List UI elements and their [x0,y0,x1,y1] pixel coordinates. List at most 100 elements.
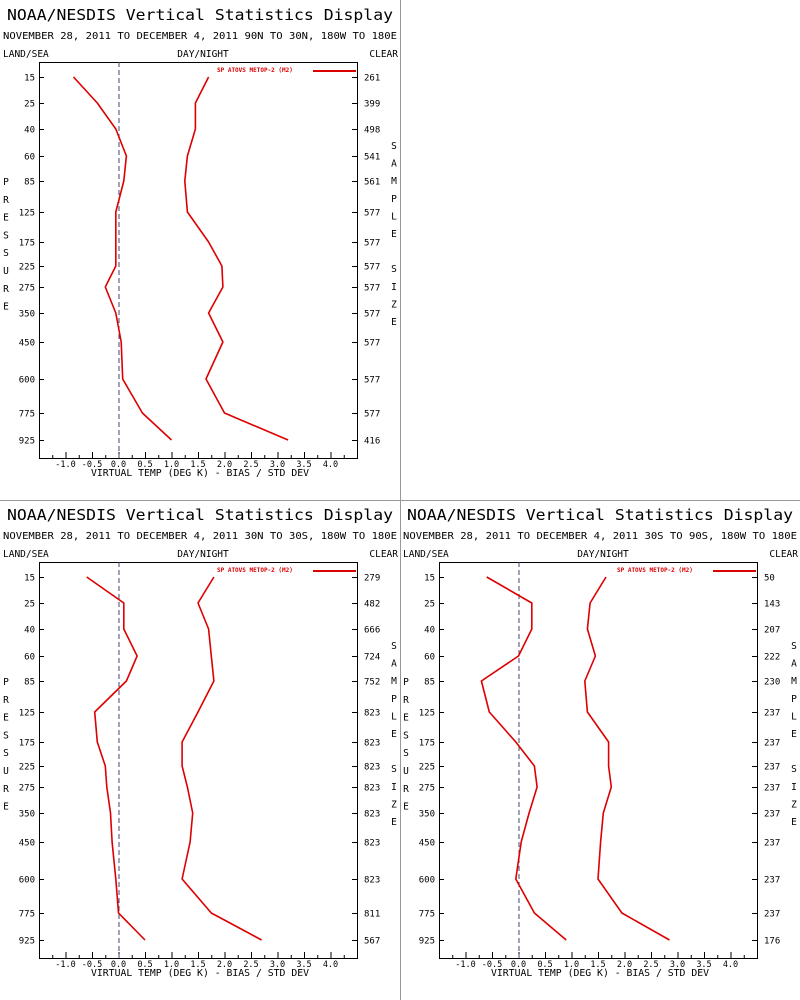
y2-axis-label-letter: E [391,817,397,828]
sample-size-label: 823 [364,739,380,749]
pressure-level-label: 175 [19,239,35,249]
pressure-level-label: 15 [24,574,35,584]
header-day-night: DAY/NIGHT [177,549,229,560]
pressure-level-label: 25 [424,600,435,610]
y-axis-label-letter: S [403,748,409,759]
sample-size-label: 823 [364,763,380,773]
sample-size-label: 416 [364,437,380,447]
sample-size-label: 577 [364,209,380,219]
pressure-level-label: 275 [19,784,35,794]
sample-size-label: 237 [764,810,780,820]
header-land-sea: LAND/SEA [3,49,49,60]
legend-label: SP ATOVS METOP-2 (M2) [217,567,293,574]
pressure-level-label: 125 [419,709,435,719]
pressure-level-label: 775 [19,910,35,920]
y-axis-label-letter: P [403,677,409,688]
sample-size-label: 50 [764,574,775,584]
pressure-level-label: 350 [19,810,35,820]
pressure-level-label: 225 [419,763,435,773]
x-tick-label: 0.5 [537,960,552,970]
sample-size-label: 498 [364,126,380,136]
x-tick-label: -0.5 [82,960,102,970]
y-axis-label-letter: R [3,695,9,706]
header-day-night: DAY/NIGHT [577,549,629,560]
std-dev-series-line [181,576,262,941]
pressure-level-label: 350 [419,810,435,820]
y-axis-label-letter: E [403,802,409,813]
y-axis-label-letter: P [3,677,9,688]
pressure-level-label: 40 [424,626,435,636]
sample-size-label: 823 [364,839,380,849]
header-land-sea: LAND/SEA [403,549,449,560]
y-axis-label-letter: P [3,177,9,188]
y2-axis-label-letter: P [391,694,397,705]
sample-size-label: 176 [764,937,780,947]
sample-size-label: 279 [364,574,380,584]
x-axis-label: VIRTUAL TEMP (DEG K) - BIAS / STD DEV [91,968,309,979]
y2-axis-label-letter: E [391,229,397,240]
sample-size-label: 823 [364,876,380,886]
y2-axis-label-letter: A [791,659,797,670]
pressure-level-label: 175 [19,739,35,749]
pressure-level-label: 40 [24,626,35,636]
y-axis-label-letter: R [403,695,409,706]
header-clear: CLEAR [769,549,798,560]
sample-size-label: 237 [764,709,780,719]
y2-axis-label-letter: S [391,764,397,775]
y2-axis-label-letter: M [391,176,397,187]
x-tick-label: 0.5 [137,960,152,970]
x-tick-label: 4.0 [323,960,338,970]
sample-size-label: 237 [764,784,780,794]
x-tick-label: 2.0 [617,960,632,970]
sample-size-label: 577 [364,339,380,349]
y-axis-label-letter: E [403,713,409,724]
sample-size-label: 237 [764,910,780,920]
pressure-level-label: 25 [24,600,35,610]
y2-axis-label-letter: L [791,711,797,722]
pressure-level-label: 60 [24,653,35,663]
x-tick-label: 0.0 [511,960,526,970]
sample-size-label: 237 [764,739,780,749]
legend-label: SP ATOVS METOP-2 (M2) [217,67,293,74]
pressure-level-label: 600 [19,376,35,386]
chart-subtitle: NOVEMBER 28, 2011 TO DECEMBER 4, 2011 90… [3,31,397,42]
x-tick-label: 1.0 [564,960,579,970]
pressure-level-label: 225 [19,763,35,773]
chart-panel: NOAA/NESDIS Vertical Statistics Display N… [3,506,398,979]
y-axis-label-letter: S [3,748,9,759]
sample-size-label: 143 [764,600,780,610]
sample-size-label: 207 [764,626,780,636]
y2-axis-label-letter: E [391,317,397,328]
x-tick-label: 0.0 [111,460,126,470]
pressure-level-label: 275 [419,784,435,794]
pressure-level-label: 85 [424,678,435,688]
x-tick-label: 0.0 [111,960,126,970]
y-axis-label-letter: R [3,284,9,295]
pressure-level-label: 125 [19,709,35,719]
header-land-sea: LAND/SEA [3,549,49,560]
sample-size-label: 823 [364,784,380,794]
x-tick-label: 1.0 [164,960,179,970]
y2-axis-label-letter: P [391,194,397,205]
chart-subtitle: NOVEMBER 28, 2011 TO DECEMBER 4, 2011 30… [3,531,397,542]
y2-axis-label-letter: P [791,694,797,705]
sample-size-label: 567 [364,937,380,947]
y-axis-label-letter: S [3,730,9,741]
x-tick-label: 3.5 [296,960,311,970]
pressure-level-label: 25 [24,100,35,110]
y2-axis-label-letter: M [391,676,397,687]
x-tick-label: 1.5 [190,460,205,470]
y2-axis-label-letter: M [791,676,797,687]
sample-size-label: 811 [364,910,380,920]
x-tick-label: 2.0 [217,460,232,470]
x-tick-label: -0.5 [482,960,502,970]
pressure-level-label: 15 [24,74,35,84]
y2-axis-label-letter: Z [791,799,797,810]
y-axis-label-letter: R [3,195,9,206]
y-axis-label-letter: U [403,766,409,777]
pressure-level-label: 60 [24,153,35,163]
sample-size-label: 823 [364,709,380,719]
y2-axis-label-letter: S [391,264,397,275]
